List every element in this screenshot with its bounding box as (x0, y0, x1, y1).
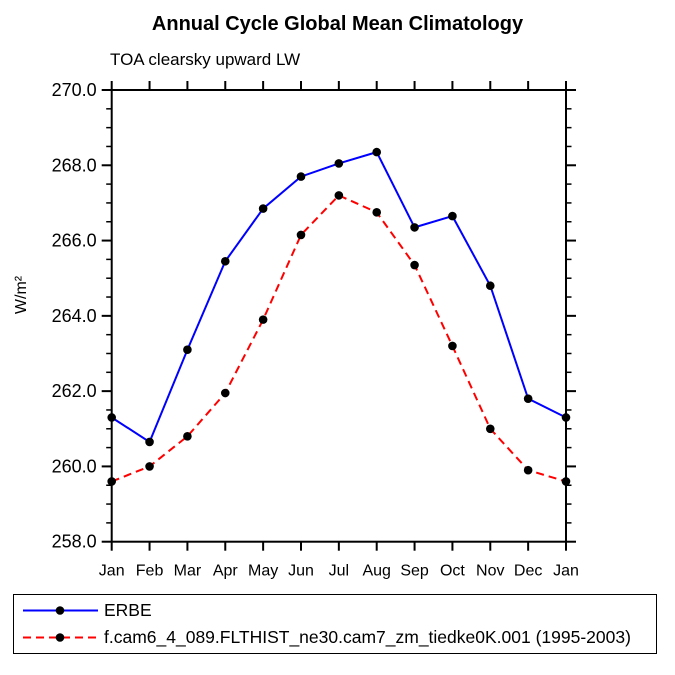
x-tick-label: Oct (440, 563, 465, 580)
data-point-marker (183, 432, 192, 441)
data-point-marker (448, 341, 457, 351)
x-tick-label: Aug (362, 563, 390, 580)
data-point-marker (334, 191, 344, 200)
data-point-marker (258, 315, 268, 324)
data-point-marker (561, 477, 571, 486)
legend-line-sample-model (23, 633, 98, 642)
series-line-1 (111, 194, 567, 483)
x-tick-label: Jan (99, 563, 125, 580)
data-point-marker (372, 147, 382, 157)
data-point-marker (372, 208, 382, 217)
y-tick-label: 260.0 (52, 456, 97, 476)
x-tick-label: Apr (213, 563, 239, 580)
legend-marker (55, 633, 65, 642)
data-point-marker (334, 159, 344, 168)
data-point-marker (296, 172, 306, 181)
chart-title: Annual Cycle Global Mean Climatology (151, 13, 524, 35)
x-tick-label: Nov (476, 563, 504, 580)
data-point-marker (145, 437, 154, 447)
data-point-marker (145, 462, 154, 471)
data-point-marker (183, 345, 192, 355)
legend-item-erbe: ERBE (21, 597, 656, 624)
x-tick-label: Dec (514, 563, 542, 580)
data-point-marker (258, 204, 268, 213)
data-point-marker (448, 211, 457, 221)
legend-label-erbe: ERBE (104, 600, 152, 620)
y-tick-label: 258.0 (52, 532, 97, 552)
plot-area: 258.0 260.0 262.0 264.0 266.0 268.0 270.0 Jan Fe… (52, 80, 579, 580)
data-point-marker (523, 465, 533, 475)
data-point-marker (220, 388, 230, 398)
y-tick-label: 264.0 (52, 306, 97, 326)
x-tick-label: Mar (174, 563, 202, 580)
x-tick-label: May (248, 563, 278, 580)
x-tick-label: Jun (288, 563, 314, 580)
data-point-marker (410, 223, 419, 232)
legend: ERBE f.cam6_4_089.FLTHIST_ne30.cam7_zm_t… (13, 594, 657, 654)
y-tick-label: 262.0 (52, 381, 97, 401)
x-tick-label: Sep (400, 563, 429, 580)
data-point-marker (485, 281, 495, 291)
legend-line-sample-erbe (23, 606, 98, 615)
data-point-marker (523, 394, 533, 403)
legend-label-model: f.cam6_4_089.FLTHIST_ne30.cam7_zm_tiedke… (104, 627, 631, 647)
x-tick-label: Jul (329, 563, 349, 580)
x-tick-label: Feb (136, 563, 164, 580)
y-tick-label: 270.0 (52, 80, 97, 100)
data-point-marker (107, 477, 116, 486)
data-point-marker (410, 260, 419, 270)
y-tick-label: 268.0 (52, 155, 97, 175)
legend-item-model: f.cam6_4_089.FLTHIST_ne30.cam7_zm_tiedke… (21, 624, 656, 651)
y-tick-label: 266.0 (52, 231, 97, 251)
data-point-marker (561, 413, 571, 422)
data-point-marker (296, 230, 306, 240)
chart-subtitle: TOA clearsky upward LW (110, 50, 301, 69)
legend-marker (55, 606, 65, 615)
plot-frame (110, 89, 567, 543)
x-tick-label: Jan (553, 563, 579, 580)
data-point-marker (220, 256, 230, 266)
data-point-marker (107, 413, 116, 422)
data-point-marker (485, 424, 495, 434)
